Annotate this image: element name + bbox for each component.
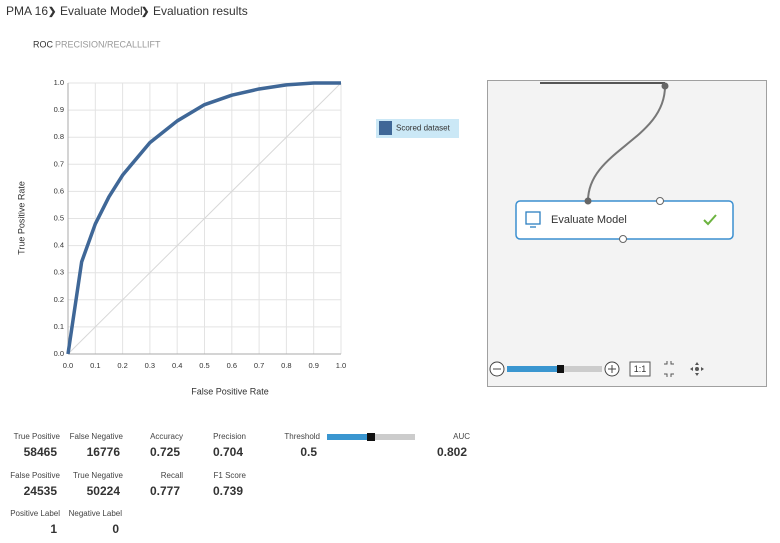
threshold-fill bbox=[327, 434, 371, 440]
zoom-handle[interactable] bbox=[557, 365, 564, 373]
threshold-handle[interactable] bbox=[367, 433, 375, 441]
x-tick-label: 0.7 bbox=[254, 361, 264, 370]
metric-value: 58465 bbox=[24, 445, 58, 459]
tab[interactable]: LIFT bbox=[142, 39, 161, 49]
zoom-reset[interactable] bbox=[629, 361, 651, 377]
x-tick-label: 0.0 bbox=[63, 361, 73, 370]
y-tick-label: 0.5 bbox=[54, 213, 64, 222]
metric-label: Precision bbox=[213, 432, 246, 441]
metric-label: AUC bbox=[453, 432, 470, 441]
metric-label: False Positive bbox=[10, 471, 60, 480]
separator: ❯ bbox=[48, 7, 56, 18]
metric-value: 24535 bbox=[24, 484, 58, 498]
y-tick-label: 1.0 bbox=[54, 78, 64, 87]
pan-button bbox=[690, 362, 704, 376]
y-tick-label: 0.8 bbox=[54, 132, 64, 141]
y-tick-label: 0.2 bbox=[54, 295, 64, 304]
metric-value: 50224 bbox=[87, 484, 121, 498]
breadcrumb-item: Evaluation results bbox=[153, 4, 248, 18]
metric-value: 0.802 bbox=[437, 445, 467, 459]
breadcrumb-item[interactable]: Evaluate Model bbox=[60, 4, 143, 18]
metric-label: True Positive bbox=[14, 432, 61, 441]
y-tick-label: 0.0 bbox=[54, 349, 64, 358]
fit-button[interactable] bbox=[664, 361, 674, 377]
zoom-reset-label: 1:1 bbox=[634, 364, 647, 374]
metric-value: 0.725 bbox=[150, 445, 180, 459]
y-axis-label: True Positive Rate bbox=[16, 181, 26, 255]
metric-value: 0.5 bbox=[300, 445, 317, 459]
metric-value: 0.739 bbox=[213, 484, 243, 498]
x-tick-label: 1.0 bbox=[336, 361, 346, 370]
y-tick-label: 0.4 bbox=[54, 241, 64, 250]
pan-button[interactable] bbox=[695, 367, 699, 371]
port bbox=[584, 197, 592, 205]
zoom-in bbox=[608, 365, 616, 373]
metric-label: F1 Score bbox=[214, 471, 247, 480]
y-tick-label: 0.1 bbox=[54, 322, 64, 331]
x-tick-label: 0.8 bbox=[281, 361, 291, 370]
y-tick-label: 0.9 bbox=[54, 105, 64, 114]
breadcrumb-item[interactable]: PMA 16 bbox=[6, 4, 48, 18]
x-tick-label: 0.2 bbox=[117, 361, 127, 370]
x-tick-label: 0.4 bbox=[172, 361, 182, 370]
y-tick-label: 0.6 bbox=[54, 186, 64, 195]
zoom-bar[interactable] bbox=[507, 366, 557, 372]
chart: 0.0 0.1 0.2 0.3 0.4 0.5 0.6 0.7 0.8 0.9 1.0 0.0 0.1 0… bbox=[54, 78, 347, 370]
metric-value: 0 bbox=[112, 522, 119, 536]
legend-label: Scored dataset bbox=[396, 124, 451, 133]
metrics: True Positive 58465 False Negative 16776 Acc… bbox=[10, 432, 470, 536]
x-tick-label: 0.5 bbox=[199, 361, 209, 370]
metric-label: Recall bbox=[161, 471, 183, 480]
roc-curve bbox=[66, 81, 341, 355]
y-tick-label: 0.7 bbox=[54, 159, 64, 168]
x-tick-label: 0.9 bbox=[308, 361, 318, 370]
port[interactable] bbox=[619, 235, 627, 243]
module-icon bbox=[525, 211, 541, 225]
x-axis-label: False Positive Rate bbox=[191, 386, 269, 396]
status-check bbox=[703, 214, 717, 226]
metric-label: Negative Label bbox=[69, 509, 123, 518]
metric-value: 0.704 bbox=[213, 445, 243, 459]
metric-label: Accuracy bbox=[150, 432, 183, 441]
module-label: Evaluate Model bbox=[551, 214, 627, 226]
metric-label: Threshold bbox=[284, 432, 320, 441]
y-tick-label: 0.3 bbox=[54, 268, 64, 277]
port[interactable] bbox=[656, 197, 664, 205]
reference-diagonal bbox=[67, 82, 342, 355]
tab[interactable]: ROC bbox=[33, 39, 54, 49]
zoom-bar[interactable] bbox=[564, 366, 602, 372]
x-tick-label: 0.6 bbox=[227, 361, 237, 370]
connector bbox=[587, 85, 666, 202]
legend-swatch bbox=[379, 121, 392, 135]
separator: ❯ bbox=[141, 7, 149, 18]
x-tick-label: 0.3 bbox=[145, 361, 155, 370]
metric-value: 1 bbox=[50, 522, 57, 536]
metric-label: Positive Label bbox=[10, 509, 60, 518]
metric-value: 0.777 bbox=[150, 484, 180, 498]
metric-value: 16776 bbox=[87, 445, 121, 459]
tab[interactable]: PRECISION/RECALL bbox=[55, 39, 142, 49]
metric-label: True Negative bbox=[73, 471, 124, 480]
metric-label: False Negative bbox=[70, 432, 124, 441]
x-tick-label: 0.1 bbox=[90, 361, 100, 370]
port bbox=[661, 82, 669, 90]
legend bbox=[376, 119, 459, 138]
